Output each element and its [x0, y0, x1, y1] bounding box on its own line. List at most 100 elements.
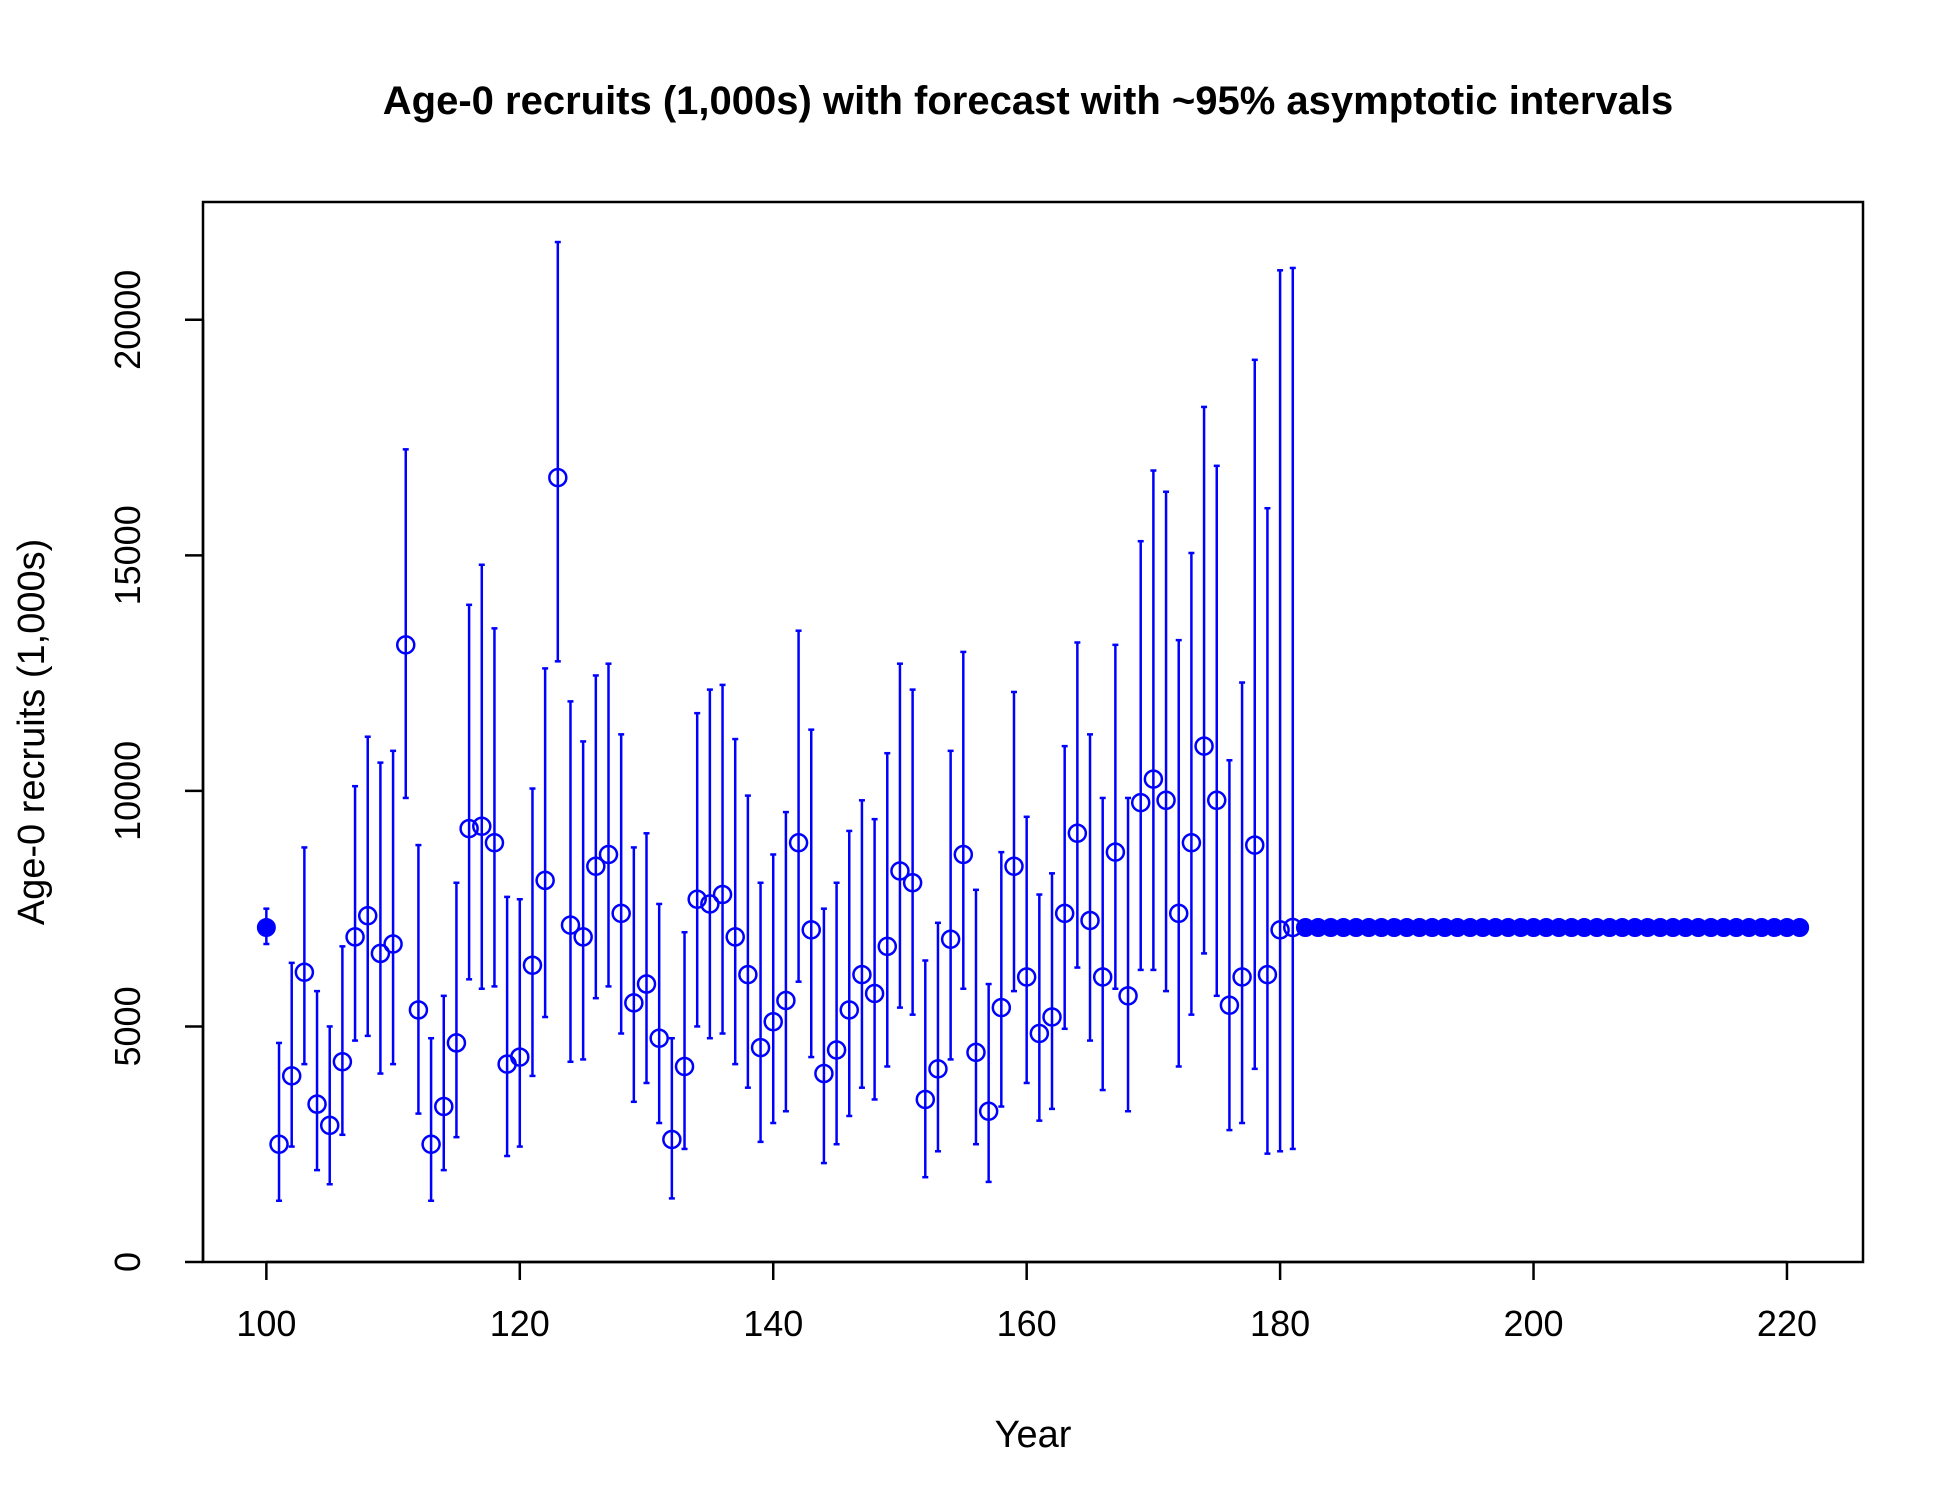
data-points	[256, 467, 1810, 1154]
x-tick-label: 100	[236, 1303, 296, 1344]
estimate-point	[357, 905, 378, 926]
estimate-point	[902, 873, 923, 893]
estimate-point	[940, 929, 961, 950]
estimate-point	[395, 635, 416, 655]
estimate-point	[586, 856, 606, 877]
estimate-point	[345, 927, 365, 947]
x-tick-label: 200	[1503, 1303, 1563, 1344]
estimate-point	[611, 903, 631, 924]
estimate-point	[1105, 842, 1126, 862]
estimate-point	[991, 997, 1012, 1018]
virgin-point	[256, 918, 276, 938]
y-axis-label: Age-0 recruits (1,000s)	[11, 539, 53, 926]
estimate-point	[826, 1040, 847, 1060]
y-tick-label: 15000	[107, 505, 148, 605]
estimate-point	[370, 943, 391, 964]
estimate-point	[459, 818, 479, 839]
estimate-point	[662, 1129, 682, 1150]
estimate-point	[788, 832, 809, 853]
estimate-point	[1080, 910, 1100, 931]
estimate-point	[1029, 1023, 1050, 1044]
estimate-point	[484, 832, 505, 853]
x-tick-label: 180	[1250, 1303, 1310, 1344]
estimate-point	[383, 934, 403, 954]
estimate-point	[674, 1056, 695, 1077]
estimate-point	[1118, 986, 1138, 1006]
error-bars	[263, 240, 1296, 1203]
estimate-point	[915, 1089, 936, 1110]
estimate-point	[966, 1042, 986, 1063]
estimate-point	[624, 993, 644, 1013]
y-tick-label: 10000	[107, 741, 148, 841]
forecast-point	[1790, 918, 1810, 938]
estimate-point	[864, 983, 885, 1004]
estimate-point	[434, 1096, 454, 1117]
estimate-point	[1054, 903, 1075, 924]
y-tick-label: 0	[107, 1252, 148, 1272]
estimate-point	[319, 1115, 340, 1136]
estimate-point	[978, 1101, 999, 1121]
estimate-point	[1206, 790, 1227, 811]
estimate-point	[1181, 832, 1202, 853]
estimate-point	[738, 964, 758, 985]
estimate-point	[598, 844, 619, 865]
estimate-point	[1156, 790, 1176, 811]
estimate-point	[294, 962, 315, 983]
estimate-point	[1067, 823, 1088, 844]
estimate-point	[928, 1059, 948, 1079]
estimate-point	[953, 844, 974, 865]
estimate-point	[1042, 1007, 1062, 1027]
estimate-point	[776, 990, 796, 1011]
estimate-point	[1270, 920, 1290, 940]
estimate-point	[1245, 835, 1265, 855]
estimate-point	[522, 955, 543, 975]
estimate-point	[700, 894, 720, 914]
estimate-point	[1016, 967, 1037, 987]
estimate-point	[852, 964, 872, 985]
estimate-point	[560, 915, 581, 935]
x-tick-label: 140	[743, 1303, 803, 1344]
x-axis-label: Year	[995, 1414, 1072, 1456]
estimate-point	[687, 889, 707, 909]
estimate-point	[408, 1000, 429, 1020]
x-axis: 100 120 140 160 180 200 220	[236, 1260, 1817, 1344]
estimate-point	[1257, 964, 1278, 985]
x-tick-label: 220	[1757, 1303, 1817, 1344]
estimate-point	[269, 1134, 289, 1154]
estimate-point	[510, 1047, 530, 1067]
estimate-point	[1232, 967, 1252, 987]
estimate-point	[1143, 769, 1164, 789]
estimate-point	[750, 1037, 771, 1058]
y-tick-label: 20000	[107, 270, 148, 370]
estimate-point	[281, 1066, 302, 1086]
estimate-point	[1092, 967, 1113, 987]
estimate-point	[535, 870, 555, 891]
estimate-point	[332, 1052, 353, 1072]
estimate-point	[763, 1011, 783, 1032]
estimate-point	[725, 927, 745, 947]
estimate-point	[1194, 736, 1214, 756]
y-tick-label: 5000	[107, 986, 148, 1066]
x-tick-label: 120	[490, 1303, 550, 1344]
x-tick-label: 160	[997, 1303, 1057, 1344]
chart-title: Age-0 recruits (1,000s) with forecast wi…	[383, 79, 1673, 123]
estimate-point	[1168, 903, 1189, 924]
y-axis: 0 5000 10000 15000 20000	[107, 270, 205, 1272]
estimate-point	[573, 927, 593, 947]
estimate-point	[548, 467, 568, 488]
estimate-point	[446, 1033, 467, 1053]
estimate-point	[1004, 856, 1024, 877]
estimate-point	[814, 1063, 834, 1084]
estimate-point	[1130, 792, 1151, 813]
estimate-point	[649, 1028, 669, 1048]
estimate-point	[801, 920, 821, 940]
estimate-point	[890, 861, 910, 881]
estimate-point	[472, 816, 492, 836]
estimate-point	[877, 936, 898, 957]
estimate-point	[839, 1000, 860, 1020]
estimate-point	[1219, 995, 1240, 1015]
estimate-point	[307, 1094, 327, 1114]
estimate-point	[636, 974, 657, 994]
